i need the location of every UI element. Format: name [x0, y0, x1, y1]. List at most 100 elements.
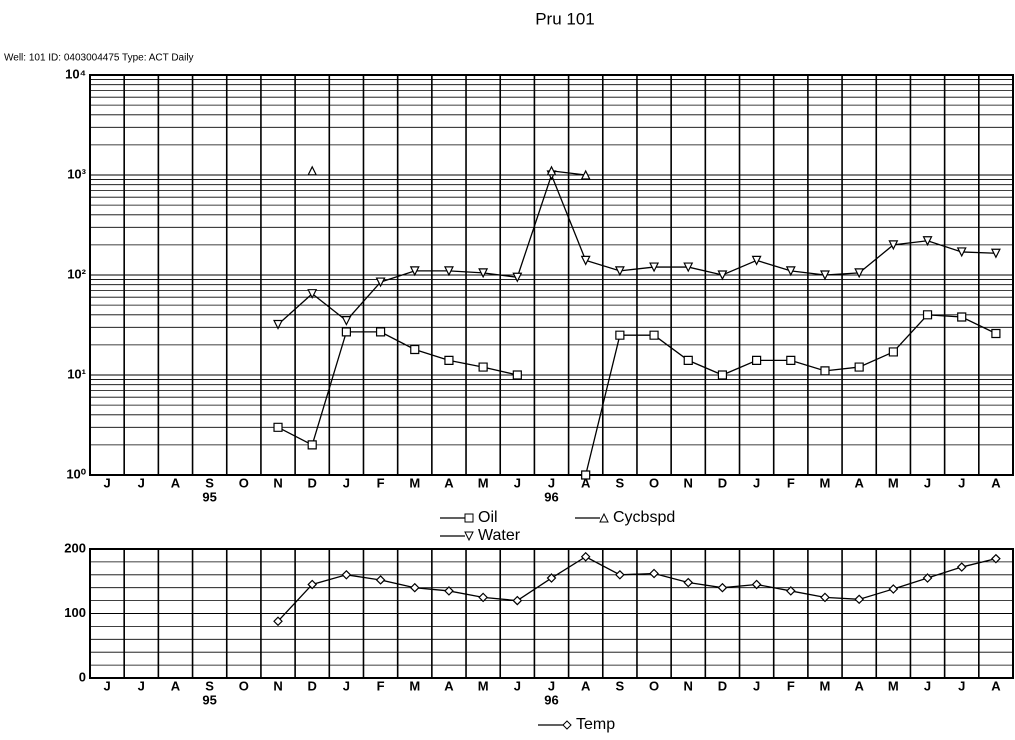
data-point	[341, 315, 352, 326]
data-point	[786, 355, 796, 365]
x-tick-label: F	[787, 475, 795, 490]
data-point	[341, 327, 351, 337]
data-point	[922, 573, 933, 583]
data-point	[375, 327, 386, 337]
data-point	[991, 553, 1001, 564]
series-line	[551, 170, 586, 176]
data-point	[409, 582, 420, 593]
data-point	[444, 355, 454, 365]
x-tick-label: J	[103, 475, 110, 490]
legend-marker	[464, 531, 474, 542]
x-tick-label: J	[548, 475, 555, 490]
plot-frame	[89, 548, 1014, 679]
x-tick-label: J	[924, 678, 931, 693]
data-point	[478, 362, 488, 372]
chart-title: Pru 101	[535, 9, 595, 28]
data-point	[683, 355, 693, 365]
data-point	[854, 594, 865, 605]
x-tick-label: A	[444, 678, 454, 693]
data-point	[785, 266, 796, 277]
data-point	[717, 370, 728, 380]
x-tick-label: M	[888, 678, 899, 693]
legend-label: Water	[478, 527, 521, 544]
x-tick-label: O	[239, 678, 249, 693]
y-tick-label: 10⁴	[65, 66, 86, 81]
data-point	[307, 165, 318, 176]
x-tick-label: S	[616, 475, 625, 490]
x-tick-label: M	[409, 678, 420, 693]
data-point	[615, 330, 625, 340]
data-point	[888, 347, 898, 357]
x-tick-label: J	[958, 678, 965, 693]
data-point	[375, 575, 386, 585]
x-tick-label: S	[205, 678, 214, 693]
data-point	[580, 255, 591, 266]
data-point	[649, 568, 659, 579]
data-point	[683, 577, 694, 588]
data-point	[512, 272, 523, 283]
x-tick-label: J	[343, 678, 350, 693]
data-point	[614, 266, 625, 277]
x-tick-label: J	[103, 678, 110, 693]
x-tick-label: A	[991, 678, 1001, 693]
x-tick-label: J	[548, 678, 555, 693]
x-tick-label: J	[753, 475, 760, 490]
data-point	[649, 262, 660, 273]
data-point	[854, 362, 864, 372]
year-label: 95	[202, 692, 216, 707]
data-point	[957, 312, 967, 322]
x-tick-label: J	[138, 678, 145, 693]
data-point	[990, 248, 1001, 259]
data-point	[546, 573, 557, 583]
x-tick-label: M	[478, 475, 489, 490]
y-tick-label: 0	[79, 669, 86, 684]
x-tick-label: A	[171, 475, 181, 490]
y-tick-label: 10³	[67, 166, 86, 181]
x-tick-label: O	[649, 475, 659, 490]
data-point	[854, 268, 865, 279]
x-tick-label: A	[581, 475, 591, 490]
data-point	[922, 310, 933, 320]
series-line	[277, 555, 997, 622]
data-point	[273, 422, 283, 432]
legend-marker	[562, 720, 572, 730]
x-tick-label: M	[888, 475, 899, 490]
data-point	[991, 328, 1001, 339]
x-tick-label: J	[958, 475, 965, 490]
x-tick-label: J	[514, 678, 521, 693]
x-tick-label: J	[514, 475, 521, 490]
data-point	[512, 370, 522, 380]
data-point	[888, 584, 899, 594]
x-tick-label: O	[239, 475, 249, 490]
legend-label: Cycbspd	[613, 509, 675, 526]
data-point	[307, 289, 318, 300]
x-tick-label: F	[787, 678, 795, 693]
data-point	[581, 470, 591, 480]
x-tick-label: S	[205, 475, 214, 490]
data-point	[273, 616, 283, 627]
data-point	[375, 277, 386, 288]
data-point	[752, 355, 762, 365]
data-point	[307, 440, 317, 450]
data-point	[956, 247, 967, 258]
legend-marker	[464, 513, 474, 523]
data-point	[751, 255, 762, 266]
x-tick-label: A	[854, 678, 864, 693]
x-tick-label: N	[684, 678, 693, 693]
data-point	[717, 270, 728, 281]
year-label: 96	[544, 692, 558, 707]
x-tick-label: M	[820, 678, 831, 693]
x-tick-label: N	[273, 678, 282, 693]
x-tick-label: J	[753, 678, 760, 693]
data-point	[341, 569, 352, 580]
x-tick-label: M	[409, 475, 420, 490]
data-point	[820, 592, 830, 603]
data-point	[410, 344, 420, 355]
x-tick-label: J	[924, 475, 931, 490]
data-point	[649, 330, 659, 340]
data-point	[580, 551, 591, 562]
series-line	[277, 173, 996, 325]
y-tick-label: 10²	[67, 266, 86, 281]
data-point	[683, 262, 694, 273]
